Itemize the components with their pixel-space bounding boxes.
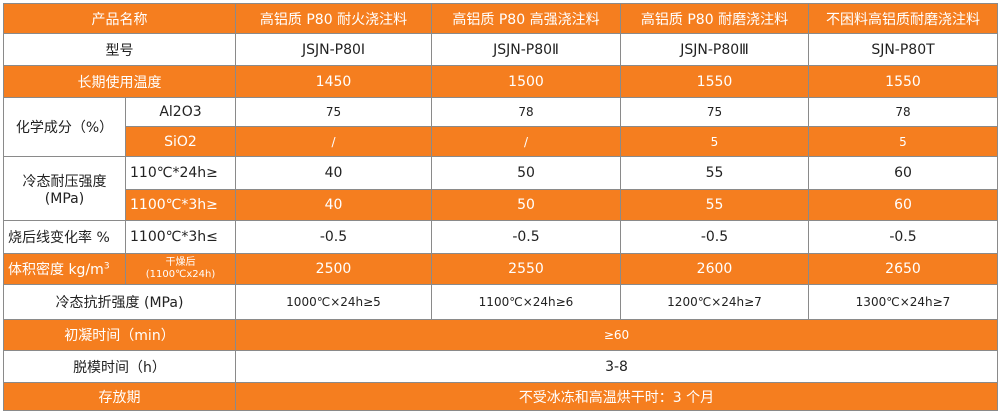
initial-set-value: ≥60 [235,319,998,351]
model-value-1: JSJN-P80Ⅰ [235,33,432,66]
bulk-density-label: 体积密度 kg/m3 [3,253,126,285]
product-header-4: 不困料高铝质耐磨浇注料 [808,3,998,34]
long-term-temp-value-1: 1450 [235,65,432,98]
cold-flexural-value-2: 1100℃×24h≥6 [431,284,621,320]
long-term-temp-label: 长期使用温度 [3,65,236,98]
linear-change-value-4: -0.5 [808,220,998,254]
linear-change-row: 烧后线变化率 % 1100℃*3h≤ -0.5 -0.5 -0.5 -0.5 [3,220,998,254]
linear-change-value-1: -0.5 [235,220,432,254]
long-term-temp-value-2: 1500 [431,65,621,98]
cold-crushing-1-value-3: 55 [620,156,809,190]
model-label: 型号 [3,33,236,66]
bulk-density-cond-line1: 干燥后 [165,257,196,268]
product-header-3: 高铝质 P80 耐磨浇注料 [620,3,809,34]
al2o3-value-1: 75 [235,97,432,127]
long-term-temp-row: 长期使用温度 1450 1500 1550 1550 [3,65,998,98]
bulk-density-value-2: 2550 [431,253,621,285]
al2o3-value-3: 75 [620,97,809,127]
product-header-1: 高铝质 P80 耐火浇注料 [235,3,432,34]
cold-crushing-cond-2: 1100℃*3h≥ [125,189,236,221]
cold-crushing-1-value-4: 60 [808,156,998,190]
linear-change-cond: 1100℃*3h≤ [125,220,236,254]
bulk-density-label-text: 体积密度 kg/m [8,262,104,278]
model-row: 型号 JSJN-P80Ⅰ JSJN-P80Ⅱ JSJN-P80Ⅲ SJN-P80… [3,33,998,66]
cold-crushing-1-value-1: 40 [235,156,432,190]
bulk-density-cond: 干燥后 (1100℃x24h) [125,253,236,285]
demold-row: 脱模时间（h） 3-8 [3,350,998,383]
long-term-temp-value-3: 1550 [620,65,809,98]
cold-crushing-label: 冷态耐压强度 (MPa) [3,156,126,221]
cold-crushing-2-value-1: 40 [235,189,432,221]
cold-crushing-cond-1: 110℃*24h≥ [125,156,236,190]
initial-set-label: 初凝时间（min） [3,319,236,351]
model-value-2: JSJN-P80Ⅱ [431,33,621,66]
sio2-value-3: 5 [620,126,809,157]
storage-label: 存放期 [3,382,236,411]
header-row: 产品名称 高铝质 P80 耐火浇注料 高铝质 P80 高强浇注料 高铝质 P80… [3,3,998,34]
product-name-header: 产品名称 [3,3,236,34]
long-term-temp-value-4: 1550 [808,65,998,98]
cold-crushing-2-value-2: 50 [431,189,621,221]
demold-label: 脱模时间（h） [3,350,236,383]
cold-flexural-value-4: 1300℃×24h≥7 [808,284,998,320]
cold-flexural-value-1: 1000℃×24h≥5 [235,284,432,320]
model-value-4: SJN-P80T [808,33,998,66]
cold-flexural-row: 冷态抗折强度 (MPa) 1000℃×24h≥5 1100℃×24h≥6 120… [3,284,998,320]
cold-crushing-row-2: 1100℃*3h≥ 40 50 55 60 [4,189,998,221]
chemical-label: 化学成分（%） [3,97,126,157]
bulk-density-value-4: 2650 [808,253,998,285]
sio2-value-4: 5 [808,126,998,157]
sio2-value-1: / [235,126,432,157]
cold-flexural-value-3: 1200℃×24h≥7 [620,284,809,320]
bulk-density-value-3: 2600 [620,253,809,285]
cold-crushing-label-line2: (MPa) [44,190,85,207]
cold-flexural-label: 冷态抗折强度 (MPa) [3,284,236,320]
storage-row: 存放期 不受冰冻和高温烘干时：3 个月 [3,382,998,411]
linear-change-label: 烧后线变化率 % [3,220,126,254]
al2o3-value-4: 78 [808,97,998,127]
bulk-density-cond-line2: (1100℃x24h) [145,269,216,280]
bulk-density-label-sup: 3 [103,261,110,272]
model-value-3: JSJN-P80Ⅲ [620,33,809,66]
cold-crushing-row-1: 冷态耐压强度 (MPa) 110℃*24h≥ 40 50 55 60 [3,156,998,221]
cold-crushing-2-value-3: 55 [620,189,809,221]
product-spec-table: 产品名称 高铝质 P80 耐火浇注料 高铝质 P80 高强浇注料 高铝质 P80… [3,3,998,411]
al2o3-value-2: 78 [431,97,621,127]
sio2-label: SiO2 [125,126,236,157]
storage-value: 不受冰冻和高温烘干时：3 个月 [235,382,998,411]
linear-change-value-3: -0.5 [620,220,809,254]
sio2-row: SiO2 / / 5 5 [4,126,998,157]
initial-set-row: 初凝时间（min） ≥60 [3,319,998,351]
demold-value: 3-8 [235,350,998,383]
sio2-value-2: / [431,126,621,157]
product-header-2: 高铝质 P80 高强浇注料 [431,3,621,34]
al2o3-label: Al2O3 [125,97,236,127]
al2o3-row: 化学成分（%） Al2O3 75 78 75 78 [3,97,998,157]
cold-crushing-1-value-2: 50 [431,156,621,190]
cold-crushing-2-value-4: 60 [808,189,998,221]
bulk-density-value-1: 2500 [235,253,432,285]
bulk-density-row: 体积密度 kg/m3 干燥后 (1100℃x24h) 2500 2550 260… [3,253,998,285]
linear-change-value-2: -0.5 [431,220,621,254]
cold-crushing-label-line1: 冷态耐压强度 [22,173,107,190]
